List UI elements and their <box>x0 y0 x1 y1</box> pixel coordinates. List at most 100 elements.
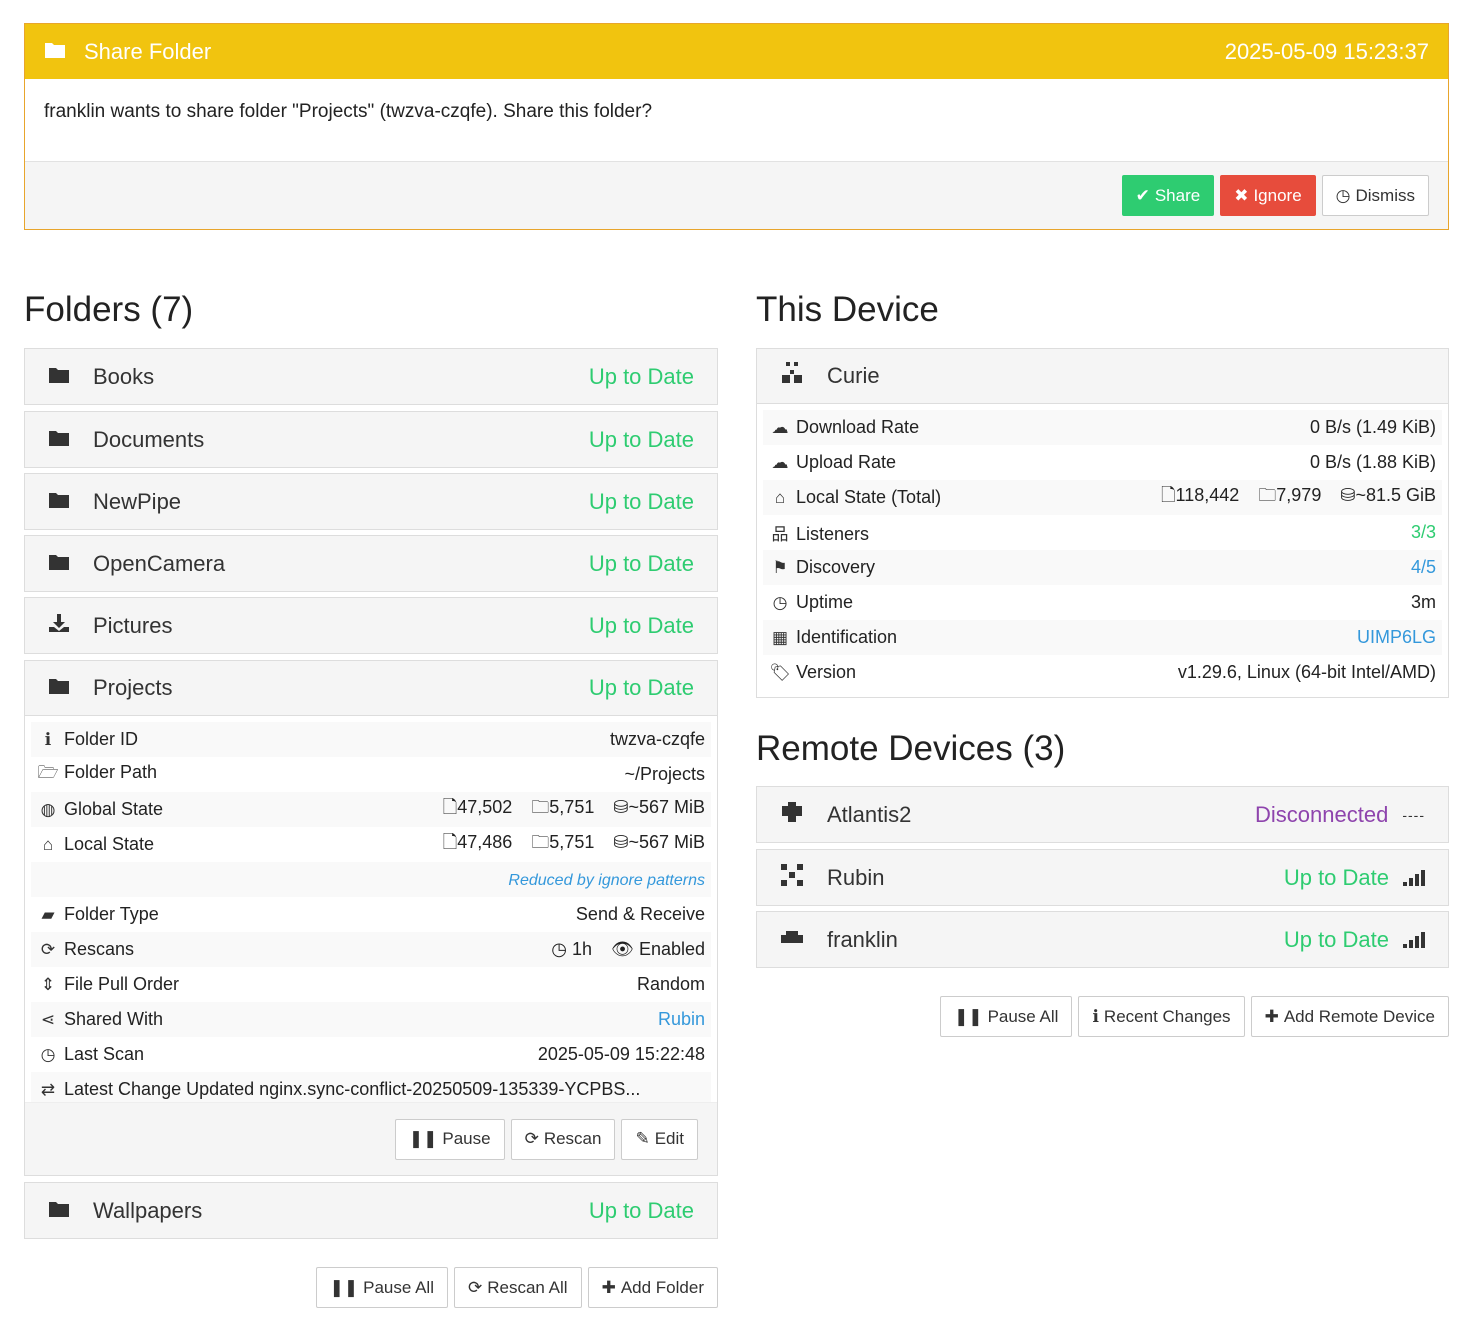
refresh-icon: ⟳ <box>40 940 56 959</box>
clock-icon: ◷ <box>772 593 788 612</box>
pause-icon: ❚❚ <box>329 1277 359 1297</box>
device-status: Up to Date <box>1283 864 1389 890</box>
folder-name: OpenCamera <box>93 550 226 576</box>
identicon-icon <box>780 863 804 893</box>
folder-status: Up to Date <box>588 1197 694 1223</box>
folder-status: Up to Date <box>588 675 694 700</box>
pause-all-devices-button[interactable]: ❚❚ Pause All <box>940 996 1073 1037</box>
folder-icon <box>48 1198 70 1224</box>
download-rate-value: 0 B/s (1.49 KiB) <box>947 410 1442 445</box>
device-name: Curie <box>827 363 880 388</box>
cloud-download-icon: ☁ <box>771 418 789 437</box>
this-device-header[interactable]: Curie <box>757 349 1448 404</box>
qrcode-icon: ▦ <box>771 628 789 647</box>
shared-with-link[interactable]: Rubin <box>657 1009 705 1029</box>
folder-icon <box>48 364 70 390</box>
local-state-total-value: 🗋118,442 🗀7,979 ⛁~81.5 GiB <box>947 480 1442 515</box>
device-name: Atlantis2 <box>827 801 912 827</box>
notice-actions: ✔ Share ✖ Ignore ◷ Dismiss <box>25 162 1448 229</box>
folder-name: Wallpapers <box>93 1197 203 1223</box>
pause-folder-button[interactable]: ❚❚ Pause <box>394 1118 505 1160</box>
folder-newpipe[interactable]: NewPipe Up to Date <box>24 473 718 530</box>
folder-pictures[interactable]: Pictures Up to Date <box>24 597 718 654</box>
remote-device-rubin[interactable]: Rubin Up to Date <box>756 849 1449 906</box>
folder-wallpapers[interactable]: Wallpapers Up to Date <box>24 1182 718 1239</box>
folder-outline-icon: 🗀 <box>531 831 550 852</box>
share-folder-notice: Share Folder 2025-05-09 15:23:37 frankli… <box>24 23 1449 230</box>
close-icon: ✖ <box>1234 185 1249 205</box>
clock-icon: ◷ <box>551 939 567 959</box>
folder-projects: Projects Up to Date ℹ Folder ID twzva-czq… <box>24 660 718 1176</box>
remote-devices-heading: Remote Devices (3) <box>756 729 1066 768</box>
folder-documents[interactable]: Documents Up to Date <box>24 411 718 468</box>
rescan-folder-button[interactable]: ⟳ Rescan <box>510 1118 616 1160</box>
folder-status: Up to Date <box>588 550 694 576</box>
notice-header: Share Folder 2025-05-09 15:23:37 <box>25 24 1448 79</box>
rescan-all-button[interactable]: ⟳ Rescan All <box>454 1267 582 1308</box>
pencil-icon: ✎ <box>635 1129 650 1148</box>
uptime-value: 3m <box>1410 592 1436 612</box>
folder-outline-icon: 🗀 <box>1258 484 1277 505</box>
tag-icon: 🏷 <box>769 663 791 682</box>
hdd-icon: ⛁ <box>1340 484 1356 505</box>
home-icon: ⌂ <box>42 835 54 854</box>
file-icon: 🗋 <box>1161 484 1176 505</box>
device-name: Rubin <box>827 864 885 890</box>
last-scan-value: 2025-05-09 15:22:48 <box>537 1044 705 1064</box>
folder-icon: ▰ <box>41 905 55 924</box>
folder-name: Projects <box>93 675 173 700</box>
listeners-value[interactable]: 3/3 <box>1410 522 1436 542</box>
hdd-icon: ⛁ <box>613 831 629 852</box>
share-icon: ⋖ <box>40 1010 56 1029</box>
folders-heading: Folders (7) <box>24 290 194 329</box>
remote-device-franklin[interactable]: franklin Up to Date <box>756 911 1449 968</box>
cloud-upload-icon: ☁ <box>771 453 789 472</box>
identicon-icon <box>780 361 804 391</box>
global-state-value: 🗋47,502 🗀5,751 ⛁~567 MiB <box>185 792 711 827</box>
folder-projects-header[interactable]: Projects Up to Date <box>25 661 717 716</box>
notice-message: franklin wants to share folder "Projects… <box>25 79 1448 162</box>
share-button[interactable]: ✔ Share <box>1121 175 1215 216</box>
ignore-button[interactable]: ✖ Ignore <box>1220 175 1316 216</box>
device-name: franklin <box>827 926 898 952</box>
folder-id-value: twzva-czqfe <box>185 722 711 757</box>
edit-folder-button[interactable]: ✎ Edit <box>621 1118 698 1160</box>
signal-icon <box>1403 931 1425 948</box>
discovery-value[interactable]: 4/5 <box>1410 557 1436 577</box>
rescans-value: ◷ 1h 👁 Enabled <box>185 932 711 967</box>
pause-all-folders-button[interactable]: ❚❚ Pause All <box>315 1267 448 1308</box>
pull-order-value: Random <box>636 974 705 994</box>
recent-changes-button[interactable]: ℹ Recent Changes <box>1078 996 1245 1037</box>
folder-name: Documents <box>93 426 205 452</box>
version-value: v1.29.6, Linux (64-bit Intel/AMD) <box>1177 662 1436 682</box>
remote-device-atlantis2[interactable]: Atlantis2 Disconnected ---- <box>756 786 1449 843</box>
identification-link[interactable]: UIMP6LG <box>1356 627 1436 647</box>
device-status: Disconnected <box>1255 801 1389 827</box>
exchange-icon: ⇄ <box>40 1080 56 1099</box>
eye-icon: 👁 <box>611 939 634 959</box>
add-remote-device-button[interactable]: ✚ Add Remote Device <box>1250 996 1449 1037</box>
plus-icon: ✚ <box>601 1277 616 1297</box>
folder-books[interactable]: Books Up to Date <box>24 348 718 405</box>
folder-opencamera[interactable]: OpenCamera Up to Date <box>24 535 718 592</box>
folder-icon <box>48 427 70 453</box>
remote-devices-actions: ❚❚ Pause All ℹ Recent Changes ✚ Add Remote … <box>940 996 1449 1037</box>
latest-change-value: Updated nginx.sync-conflict-20250509-135… <box>186 1079 641 1099</box>
pause-icon: ❚❚ <box>408 1129 438 1148</box>
folder-actions: ❚❚ Pause ⟳ Rescan ✎ Edit <box>25 1102 717 1175</box>
folder-icon <box>44 39 66 65</box>
sitemap-icon: 品 <box>771 525 789 544</box>
folder-status: Up to Date <box>588 426 694 452</box>
file-icon: 🗋 <box>442 796 458 817</box>
folder-details-table: ℹ Folder ID twzva-czqfe 🗁 Folder Path ~/Pr… <box>31 722 711 1107</box>
hdd-icon: ⛁ <box>613 796 629 817</box>
device-details-table: ☁ Download Rate 0 B/s (1.49 KiB) ☁ Upload … <box>763 410 1442 690</box>
folder-outline-icon: 🗀 <box>531 796 550 817</box>
home-icon: ⌂ <box>774 488 786 507</box>
file-icon: 🗋 <box>442 831 458 852</box>
add-folder-button[interactable]: ✚ Add Folder <box>587 1267 718 1308</box>
signal-icon <box>1403 869 1425 886</box>
plus-icon: ✚ <box>1264 1006 1279 1026</box>
ignore-patterns-link[interactable]: Reduced by ignore patterns <box>508 872 705 889</box>
dismiss-button[interactable]: ◷ Dismiss <box>1321 175 1429 216</box>
